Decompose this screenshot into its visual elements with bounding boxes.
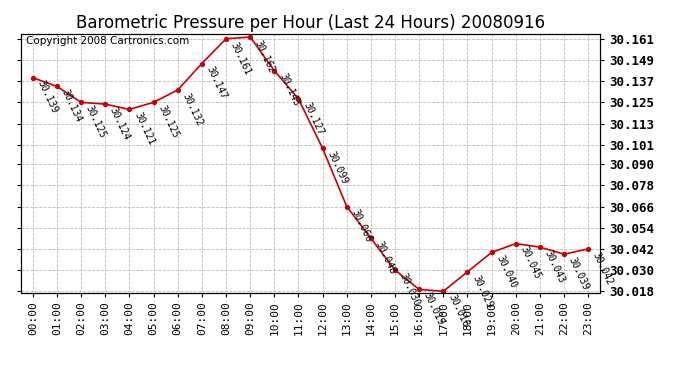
Text: Copyright 2008 Cartronics.com: Copyright 2008 Cartronics.com [26, 36, 190, 46]
Text: 30.124: 30.124 [108, 105, 132, 142]
Text: 30.045: 30.045 [519, 245, 542, 281]
Text: 30.127: 30.127 [302, 100, 325, 136]
Text: 30.043: 30.043 [543, 249, 566, 285]
Text: 30.125: 30.125 [157, 104, 180, 140]
Text: 30.048: 30.048 [374, 240, 397, 276]
Text: 30.134: 30.134 [60, 88, 83, 124]
Text: 30.040: 30.040 [495, 254, 518, 290]
Text: 30.132: 30.132 [181, 92, 204, 128]
Text: 30.139: 30.139 [36, 79, 59, 115]
Title: Barometric Pressure per Hour (Last 24 Hours) 20080916: Barometric Pressure per Hour (Last 24 Ho… [76, 14, 545, 32]
Text: 30.162: 30.162 [253, 38, 277, 75]
Text: 30.030: 30.030 [398, 272, 422, 308]
Text: 30.019: 30.019 [422, 291, 446, 327]
Text: 30.039: 30.039 [567, 255, 591, 292]
Text: 30.125: 30.125 [84, 104, 108, 140]
Text: 30.121: 30.121 [132, 111, 156, 147]
Text: 30.042: 30.042 [591, 250, 615, 286]
Text: 30.147: 30.147 [205, 65, 228, 101]
Text: 30.143: 30.143 [277, 72, 301, 108]
Text: 30.161: 30.161 [229, 40, 253, 76]
Text: 30.099: 30.099 [326, 150, 349, 186]
Text: 30.018: 30.018 [446, 292, 470, 329]
Text: 30.029: 30.029 [471, 273, 494, 309]
Text: 30.066: 30.066 [350, 208, 373, 244]
